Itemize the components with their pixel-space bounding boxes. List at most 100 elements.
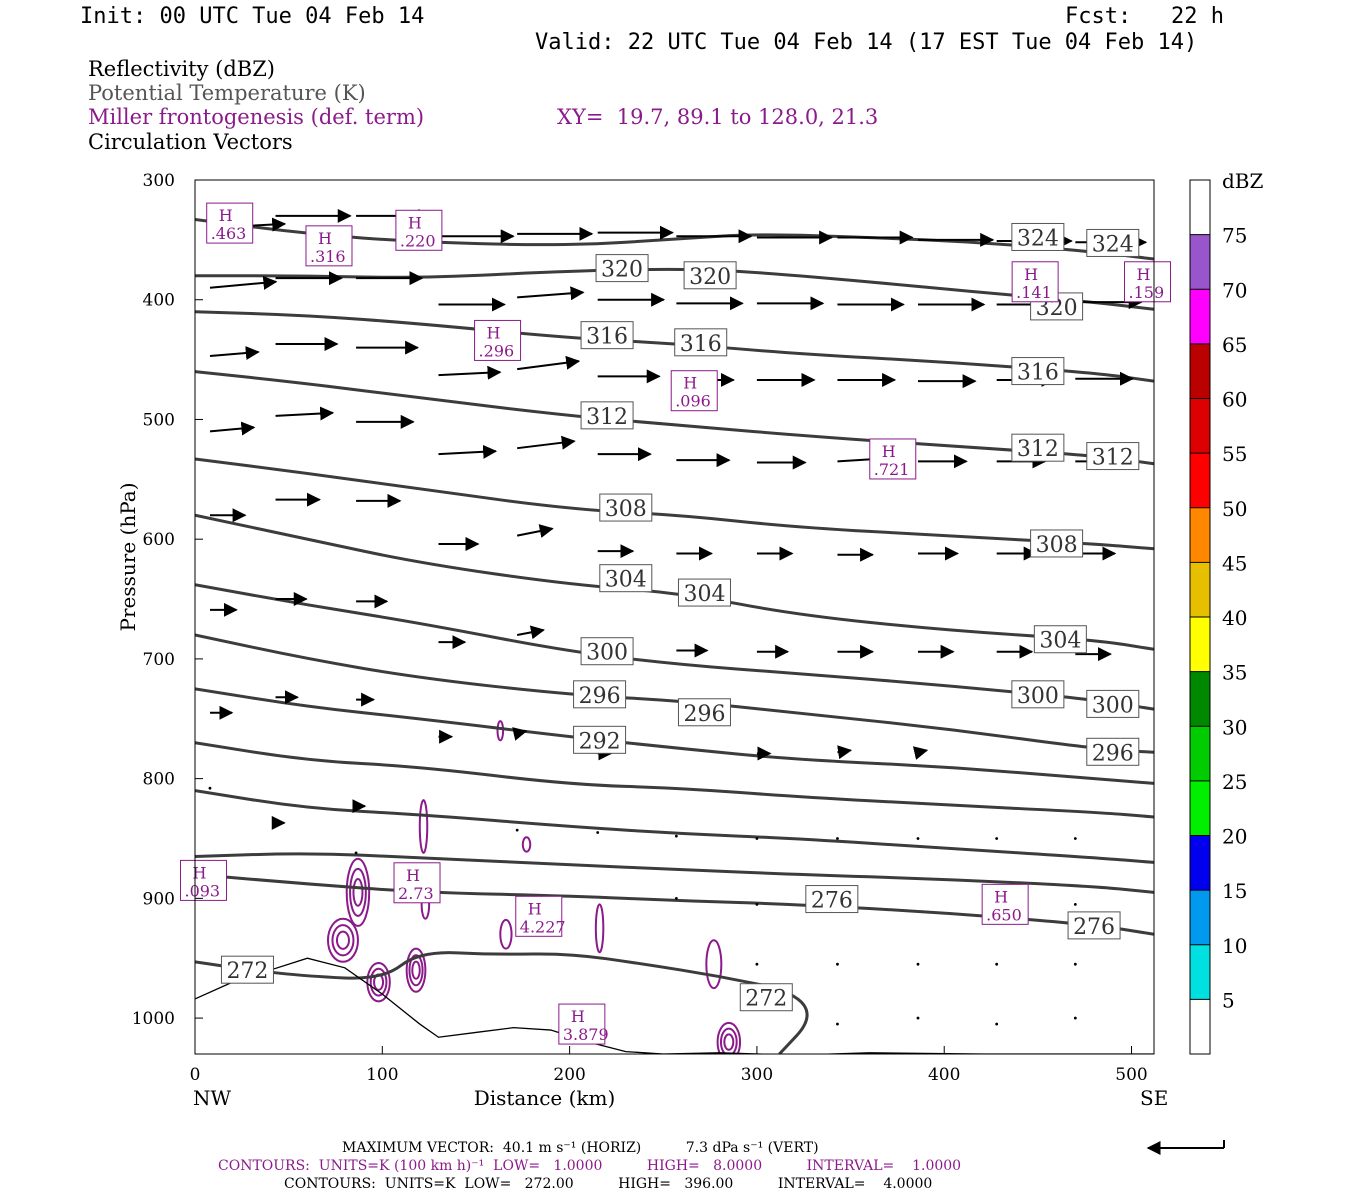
- theta-label-box: [1086, 689, 1140, 718]
- plot-frame: [194, 179, 1155, 1055]
- fronto-max-box: [670, 370, 718, 412]
- theta-contour-296: [195, 633, 1154, 754]
- max-vector-note: MAXIMUM VECTOR: 40.1 m s⁻¹ (HORIZ) 7.3 d…: [342, 1140, 819, 1156]
- fronto-max-marker: H: [683, 374, 697, 393]
- colorbar-tick-label: 60: [1222, 388, 1247, 412]
- y-tick-label: 700: [143, 650, 175, 670]
- theta-contour-316: [195, 310, 1154, 383]
- colorbar-segment: [1190, 398, 1210, 454]
- colorbar-tick-label: 30: [1222, 715, 1247, 739]
- colorbar-tick-label: 35: [1222, 661, 1247, 685]
- theta-contour-288: [195, 741, 1154, 819]
- y-tick-label: 800: [143, 770, 175, 790]
- theta-label: 300: [1017, 684, 1059, 709]
- colorbar-segment: [1190, 234, 1210, 290]
- field-reflectivity-title: Reflectivity (dBZ): [88, 57, 276, 81]
- circulation-vector-dot: [916, 837, 920, 840]
- theta-contour-312: [195, 370, 1154, 466]
- theta-label-box: [805, 885, 859, 914]
- colorbar-tick-label: 55: [1222, 442, 1247, 466]
- circulation-vector-dot: [836, 837, 839, 840]
- fronto-max-value: .650: [986, 905, 1022, 924]
- y-axis-label: Pressure (hPa): [116, 483, 140, 632]
- theta-label-box: [739, 983, 793, 1012]
- fronto-max-marker: H: [528, 899, 542, 918]
- y-tick-label: 600: [143, 530, 175, 550]
- circulation-vector: [209, 421, 256, 436]
- colorbar-tick-label: 10: [1222, 934, 1247, 958]
- colorbar-tick-label: 50: [1222, 497, 1247, 521]
- x-tick-label: 0: [190, 1065, 201, 1085]
- fronto-contour-info: CONTOURS: UNITS=K (100 km h)⁻¹ LOW= 1.00…: [218, 1158, 962, 1174]
- field-theta-title: Potential Temperature (K): [88, 81, 366, 105]
- circulation-vector-dot: [1073, 902, 1077, 906]
- circulation-vector-dot: [1073, 837, 1077, 840]
- fronto-max-marker: H: [318, 229, 332, 248]
- circulation-vector-dot: [596, 831, 600, 834]
- colorbar-segment: [1190, 289, 1210, 344]
- circulation-vector: [275, 406, 335, 421]
- circulation-vector: [438, 444, 498, 459]
- frontogenesis-contour: [716, 1021, 742, 1054]
- theta-label-box: [1030, 529, 1084, 558]
- theta-label-box: [573, 725, 627, 754]
- init-time: Init: 00 UTC Tue 04 Feb 14: [80, 4, 425, 29]
- circulation-vector-dot: [995, 837, 999, 840]
- fronto-max-marker: H: [994, 887, 1008, 906]
- fronto-max-box: [474, 319, 522, 361]
- theta-contour-300: [195, 583, 1154, 711]
- x-axis-label: Distance (km): [474, 1086, 616, 1110]
- fronto-max-value: .141: [1016, 283, 1052, 302]
- circulation-vector: [517, 286, 585, 301]
- colorbar-segment: [1190, 726, 1210, 781]
- fronto-max-value: .159: [1129, 283, 1165, 302]
- valid-time: Valid: 22 UTC Tue 04 Feb 14 (17 EST Tue …: [535, 30, 1198, 55]
- frontogenesis-contour: [369, 967, 388, 997]
- frontogenesis-contour: [521, 836, 532, 853]
- colorbar-tick-label: 65: [1222, 333, 1247, 357]
- fronto-max-marker: H: [882, 442, 896, 461]
- theta-contour-284: [195, 789, 1154, 864]
- theta-label: 276: [1073, 915, 1115, 940]
- theta-label-box: [1011, 357, 1065, 386]
- theta-label: 312: [1017, 437, 1059, 462]
- theta-label-box: [595, 254, 649, 283]
- frontogenesis-contour: [723, 1033, 735, 1051]
- theta-label-box: [1011, 680, 1065, 709]
- fronto-max-value: .296: [479, 341, 515, 360]
- fronto-max-value: .463: [211, 224, 247, 243]
- theta-label-box: [683, 261, 737, 290]
- y-tick-label: 400: [143, 291, 175, 311]
- theta-label: 316: [586, 325, 628, 350]
- theta-label-box: [1067, 911, 1121, 940]
- theta-label-box: [599, 493, 653, 522]
- theta-contour-info: CONTOURS: UNITS=K LOW= 272.00 HIGH= 396.…: [284, 1176, 933, 1192]
- theta-label-box: [1011, 222, 1065, 251]
- fronto-max-marker: H: [406, 866, 420, 885]
- colorbar-segment: [1190, 507, 1210, 563]
- colorbar-segment: [1190, 343, 1210, 399]
- circulation-vector: [517, 355, 581, 371]
- fronto-max-box: [179, 859, 227, 901]
- theta-label: 320: [689, 265, 731, 290]
- theta-label: 300: [586, 641, 628, 666]
- fronto-max-box: [395, 209, 443, 251]
- fronto-max-box: [1011, 261, 1059, 303]
- circulation-vector-dot: [755, 902, 759, 906]
- colorbar-segment: [1190, 617, 1210, 672]
- theta-contour-280: [195, 852, 1154, 894]
- circulation-vector: [517, 435, 576, 450]
- fronto-max-value: .096: [675, 392, 711, 411]
- frontogenesis-contour: [719, 1027, 738, 1054]
- frontogenesis-contour: [496, 720, 505, 742]
- frontogenesis-contour: [408, 954, 424, 987]
- theta-label: 316: [680, 332, 722, 357]
- theta-label: 272: [745, 987, 787, 1012]
- colorbar-tick-label: 75: [1222, 224, 1247, 248]
- colorbar-unit: dBZ: [1222, 169, 1264, 193]
- theta-label-box: [1033, 625, 1087, 654]
- theta-label-box: [1086, 442, 1140, 471]
- theta-contour-292: [195, 687, 1154, 785]
- frontogenesis-contour: [326, 917, 359, 963]
